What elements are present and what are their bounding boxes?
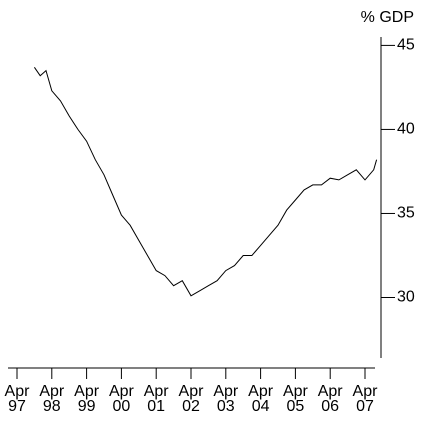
y-tick-label: 45	[397, 37, 415, 54]
y-tick-label: 40	[397, 121, 415, 138]
x-tick-label: Apr 04	[248, 383, 274, 415]
x-tick-label: Apr 02	[178, 383, 204, 415]
x-tick-label: Apr 05	[282, 383, 308, 415]
line-series	[33, 67, 378, 297]
x-tick-label: Apr 01	[143, 383, 169, 415]
y-axis-label: % GDP	[361, 9, 414, 26]
x-tick-label: Apr 97	[4, 383, 30, 415]
x-tick-label: Apr 98	[39, 383, 65, 415]
x-tick-label: Apr 06	[317, 383, 343, 415]
y-tick-label: 35	[397, 205, 415, 222]
x-tick-label: Apr 00	[108, 383, 134, 415]
x-tick-label: Apr 07	[352, 383, 378, 415]
x-tick-label: Apr 03	[213, 383, 239, 415]
y-tick-label: 30	[397, 289, 415, 306]
x-tick-label: Apr 99	[74, 383, 100, 415]
